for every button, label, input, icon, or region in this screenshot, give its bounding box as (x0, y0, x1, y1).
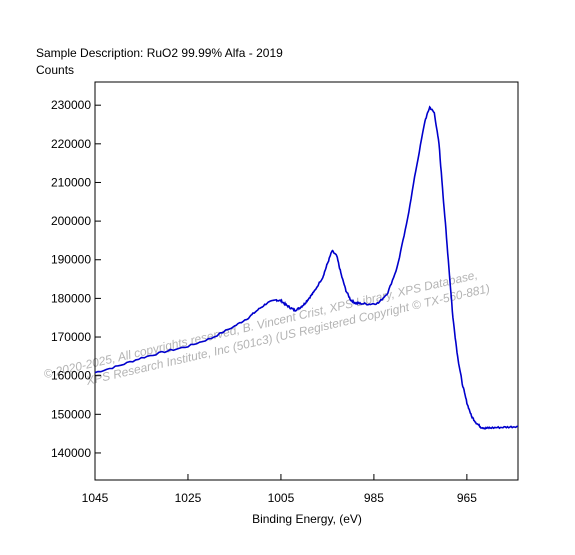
y-tick-label: 190000 (51, 253, 91, 267)
spectrum-line (94, 105, 519, 430)
y-tick-label: 200000 (51, 214, 91, 228)
y-tick-label: 220000 (51, 137, 91, 151)
x-tick-label: 965 (457, 491, 477, 505)
y-tick-label: 140000 (51, 446, 91, 460)
x-tick-label: 1045 (82, 491, 109, 505)
plot-frame (94, 81, 519, 481)
y-axis-label: Counts (36, 63, 75, 77)
watermark-line-2: XPS Research Institute, Inc (501c3) (US … (84, 281, 491, 388)
y-tick-label: 210000 (51, 175, 91, 189)
y-tick-label: 230000 (51, 98, 91, 112)
x-tick-label: 985 (364, 491, 384, 505)
y-tick-label: 150000 (51, 407, 91, 421)
x-tick-label: 1005 (268, 491, 295, 505)
y-tick-label: 160000 (51, 369, 91, 383)
y-tick-label: 170000 (51, 330, 91, 344)
sample-description: Sample Description: RuO2 99.99% Alfa - 2… (36, 46, 283, 60)
watermark: © 2020-2025, All copyrights reserved, B.… (42, 268, 491, 389)
x-tick-label: 1025 (175, 491, 202, 505)
y-tick-label: 180000 (51, 291, 91, 305)
watermark-line-1: © 2020-2025, All copyrights reserved, B.… (42, 268, 479, 382)
y-axis: 140000 150000 160000 170000 180000 190000 2000… (51, 98, 101, 460)
x-axis-title: Binding Energy, (eV) (252, 512, 362, 526)
x-axis: 1045 1025 1005 985 965 (82, 474, 477, 505)
